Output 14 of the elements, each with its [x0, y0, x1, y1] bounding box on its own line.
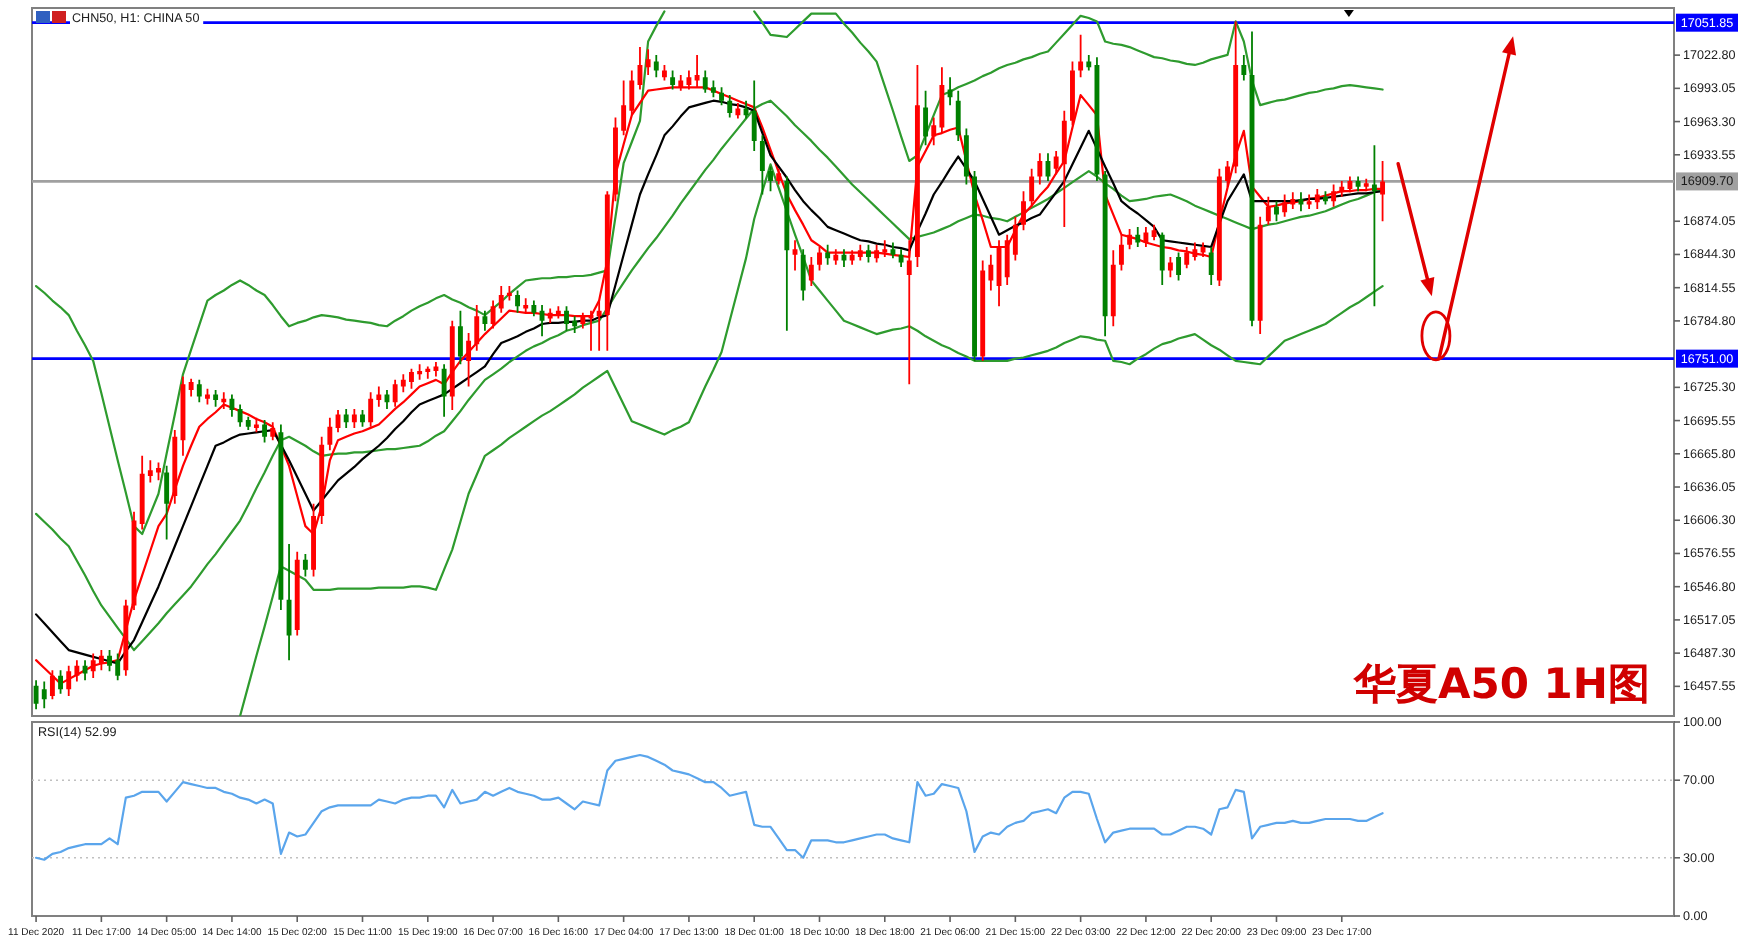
candlestick — [425, 366, 431, 379]
candlestick — [1290, 192, 1296, 210]
candlestick — [1078, 34, 1084, 78]
candlestick — [221, 392, 227, 409]
candlestick — [433, 362, 439, 377]
candlestick — [882, 240, 888, 258]
line-series — [34, 753, 1384, 861]
annotation: 华夏A50 1H图 — [1352, 660, 1650, 708]
candlestick — [1363, 178, 1369, 192]
candlestick — [523, 298, 529, 313]
candlestick — [213, 389, 219, 407]
candlestick — [588, 310, 594, 351]
candlestick — [1306, 194, 1312, 210]
candlestick — [906, 240, 912, 385]
